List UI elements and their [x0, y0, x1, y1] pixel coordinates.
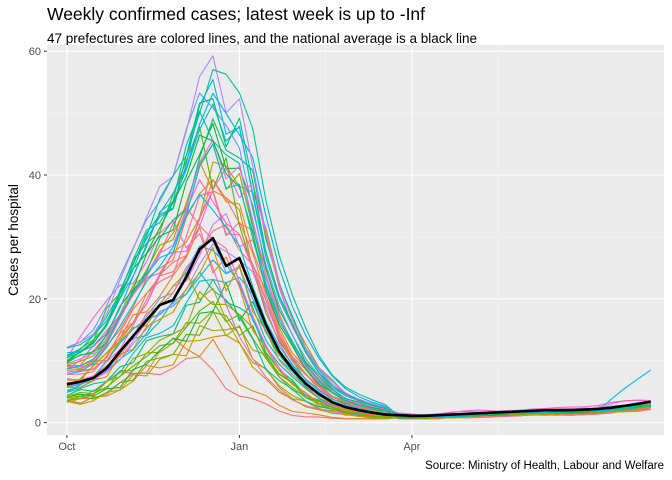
x-tick-label: Oct: [58, 441, 75, 453]
prefecture-lines: [66, 55, 652, 420]
axis-ticks: 0 20 40 60 Oct Jan Apr: [29, 46, 421, 453]
national-average-line: [66, 236, 651, 418]
plot-panel: [47, 45, 664, 435]
source-caption: Source: Ministry of Health, Labour and W…: [425, 460, 664, 472]
chart-subtitle: 47 prefectures are colored lines, and th…: [47, 31, 478, 46]
prefecture-line: [66, 69, 651, 418]
y-axis-label: Cases per hospital: [6, 184, 21, 296]
y-tick-label: 40: [29, 170, 41, 182]
national-average-series: [66, 236, 651, 418]
y-tick-label: 20: [29, 294, 41, 306]
grid-major: [47, 45, 664, 435]
x-tick-label: Jan: [231, 441, 249, 453]
chart-title: Weekly confirmed cases; latest week is u…: [47, 4, 426, 24]
x-tick-label: Apr: [403, 441, 420, 453]
y-tick-label: 60: [29, 46, 41, 58]
y-tick-label: 0: [35, 418, 41, 430]
